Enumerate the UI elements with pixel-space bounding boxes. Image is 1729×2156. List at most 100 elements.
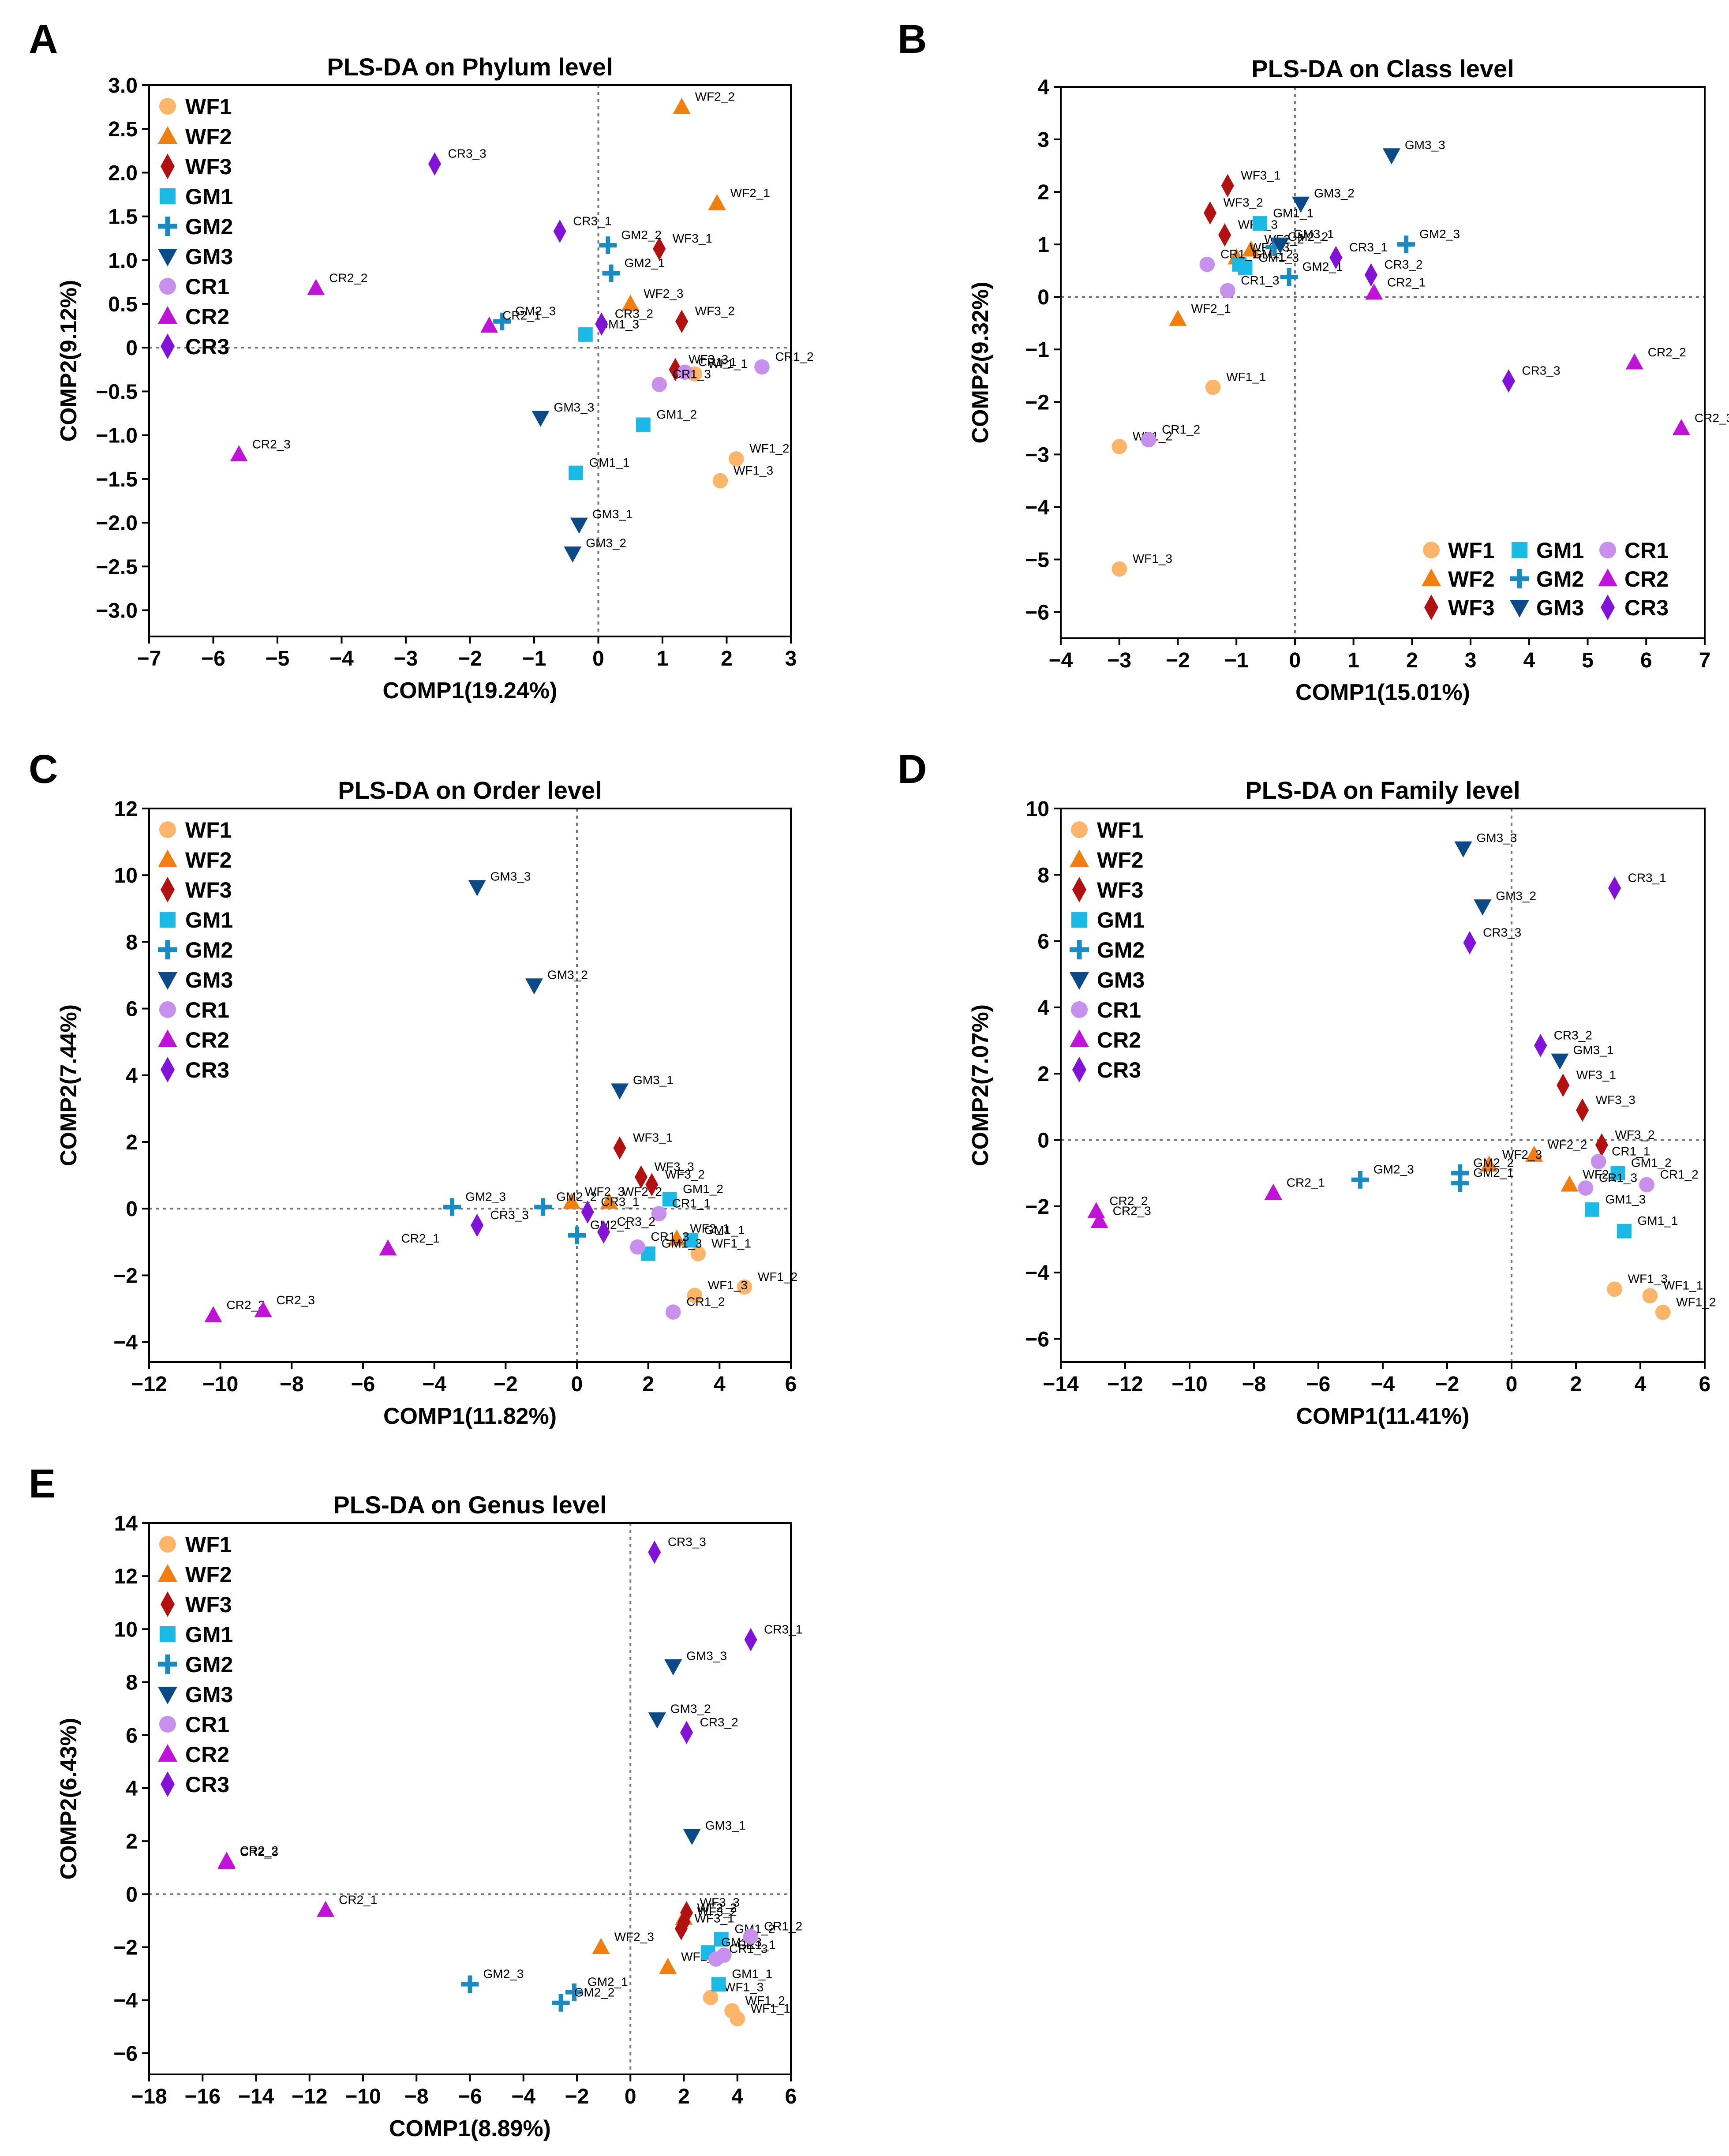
legend-marker-cr1 [159, 1001, 176, 1018]
point-cr3-3 [1502, 369, 1515, 393]
point-label: CR1_3 [729, 1942, 767, 1956]
legend-marker-cr3 [161, 1057, 175, 1082]
point-wf2-2 [1525, 1145, 1543, 1162]
legend-label: GM2 [1536, 567, 1584, 591]
point-label: GM1_2 [656, 408, 697, 421]
point-label: CR2_3 [277, 1293, 315, 1307]
legend-marker-wf1 [159, 821, 176, 838]
point-gm3-1 [683, 1829, 701, 1845]
point-gm3-3 [531, 411, 550, 427]
point-wf1-3 [1112, 561, 1127, 577]
point-label: CR1_1 [698, 355, 737, 369]
x-tick-label: −10 [345, 2085, 381, 2108]
x-tick-label: −6 [351, 1373, 375, 1396]
y-axis-label: COMP2(7.07%) [968, 1004, 993, 1166]
legend-label: CR3 [185, 1772, 229, 1797]
legend-marker-wf1 [159, 98, 176, 115]
x-tick-label: −4 [1371, 1373, 1395, 1396]
x-tick-label: −7 [137, 647, 161, 670]
point-gm3-1 [1551, 1053, 1569, 1070]
legend-marker-wf1 [159, 1536, 176, 1553]
y-tick-label: −4 [113, 1331, 138, 1355]
x-tick-label: 5 [1582, 649, 1594, 672]
point-label: GM1_1 [589, 456, 630, 469]
legend-marker-cr1 [159, 1716, 176, 1733]
point-label: WF3_2 [697, 1905, 737, 1918]
x-tick-label: 6 [1640, 649, 1652, 672]
legend: WF1 WF2 WF3 GM1 GM2 GM3 CR1 CR2 CR3 [1422, 538, 1669, 620]
y-tick-label: −6 [113, 2042, 138, 2066]
legend-marker-cr1 [159, 278, 176, 295]
x-tick-label: −8 [1242, 1373, 1266, 1396]
x-tick-label: −2 [494, 1373, 518, 1396]
y-tick-label: −4 [1025, 496, 1049, 519]
point-cr2-1 [317, 1901, 335, 1917]
legend-label: GM1 [185, 908, 233, 932]
point-cr2-3 [1090, 1212, 1108, 1228]
legend-marker-wf3 [1072, 877, 1086, 902]
point-gm3-2 [1292, 196, 1310, 213]
point-label: WF1_2 [1676, 1295, 1716, 1309]
x-axis-label: COMP1(8.89%) [389, 2116, 551, 2141]
point-cr1-3 [651, 377, 667, 392]
point-label: CR2_2 [329, 271, 367, 284]
legend-marker-gm1 [1071, 912, 1087, 928]
point-label: CR2_2 [1648, 345, 1686, 359]
point-label: WF1_1 [1226, 370, 1266, 384]
legend-label: WF2 [185, 848, 232, 872]
legend-marker-wf2 [158, 126, 177, 144]
point-label: WF2_2 [1547, 1138, 1587, 1151]
x-tick-label: −4 [329, 647, 354, 670]
x-tick-label: −16 [185, 2085, 221, 2108]
point-label: CR2_3 [240, 1845, 278, 1859]
legend-marker-cr2 [1070, 1029, 1089, 1047]
x-tick-label: 1 [657, 647, 669, 670]
legend-label: WF2 [185, 1562, 232, 1587]
x-tick-label: −2 [565, 2085, 589, 2108]
legend-marker-wf3 [1424, 595, 1438, 620]
point-label: CR3_1 [1628, 871, 1666, 884]
plot-frame [148, 808, 792, 1363]
legend-marker-gm2 [1510, 569, 1529, 588]
point-gm3-3 [468, 880, 486, 896]
point-gm1-2 [636, 417, 651, 432]
point-gm2-3 [1351, 1171, 1369, 1189]
y-tick-label: 6 [126, 998, 138, 1021]
point-label: WF3_3 [689, 352, 728, 366]
point-label: GM1_1 [732, 1967, 772, 1981]
x-tick-label: −6 [458, 2085, 482, 2108]
x-tick-label: 3 [785, 647, 797, 670]
legend-label: GM3 [1536, 595, 1584, 620]
y-tick-label: −5 [1025, 548, 1049, 572]
point-label: CR3_2 [617, 1215, 655, 1228]
x-tick-label: 6 [785, 2085, 797, 2108]
legend-marker-cr3 [161, 1771, 175, 1797]
point-label: GM1_2 [683, 1182, 723, 1196]
point-gm1-2 [714, 1932, 729, 1946]
legend-label: CR3 [1624, 595, 1669, 620]
y-tick-label: 3.0 [108, 74, 138, 97]
legend-marker-wf3 [161, 153, 175, 179]
point-wf2-2 [1242, 240, 1260, 257]
point-label: CR1_1 [1220, 247, 1259, 261]
legend-marker-gm1 [160, 1626, 176, 1642]
point-label: GM2_1 [1473, 1166, 1514, 1179]
plot-frame [1060, 808, 1706, 1363]
point-gm3-3 [1454, 841, 1472, 858]
point-cr2-1 [1365, 283, 1383, 300]
legend-label: WF1 [185, 1532, 232, 1557]
panel-b: B PLS-DA on Class level −4 −3 −2 −1 0 1 2 3 4 5 6 7 −6… [898, 17, 1729, 705]
point-label: GM1_3 [662, 1236, 702, 1250]
point-wf3-1 [1557, 1074, 1570, 1097]
point-gm2-2 [599, 236, 617, 255]
y-tick-label: 0 [126, 1883, 138, 1906]
point-cr3-1 [744, 1628, 757, 1651]
point-wf3-1 [1221, 174, 1234, 198]
legend: WF1 WF2 WF3 GM1 GM2 GM3 CR1 CR2 CR3 [158, 818, 233, 1082]
point-label: CR3_1 [1349, 240, 1388, 254]
y-tick-label: 3 [1037, 128, 1049, 152]
point-label: WF3_1 [1241, 168, 1280, 182]
y-tick-label: 8 [126, 1671, 138, 1695]
point-label: WF1_3 [1628, 1272, 1668, 1286]
point-label: GM2_2 [1473, 1156, 1514, 1170]
